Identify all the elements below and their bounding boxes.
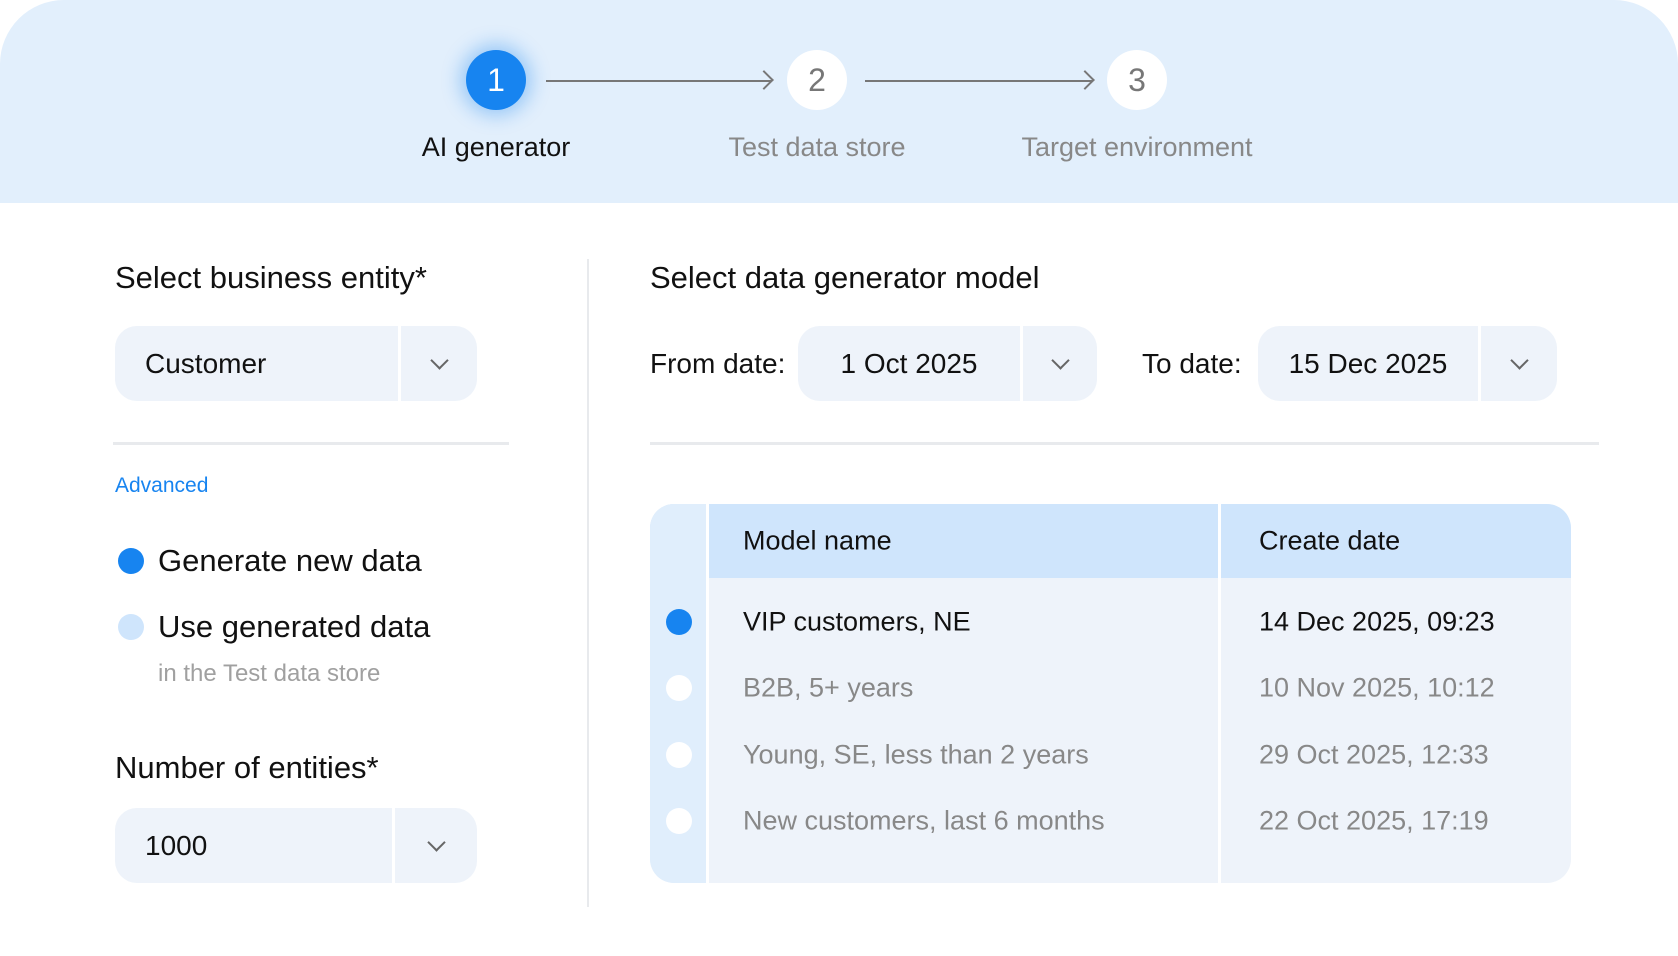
table-row-date: 14 Dec 2025, 09:23 [1259,606,1495,637]
table-header [650,504,1571,578]
divider [113,442,509,445]
table-row-date: 22 Oct 2025, 17:19 [1259,805,1489,836]
divider [650,442,1599,445]
advanced-link[interactable]: Advanced [115,474,209,497]
table-row-name[interactable]: B2B, 5+ years [743,672,914,703]
stepper-header [0,0,1678,203]
step-2-label: Test data store [728,132,906,162]
arrow-right-icon [865,80,1092,82]
row-radio-icon[interactable] [666,675,692,701]
entity-value: Customer [145,347,267,379]
arrow-right-icon [546,80,771,82]
radio-unselected-icon[interactable] [118,614,144,640]
step-3-circle[interactable]: 3 [1107,50,1167,110]
table-row-date: 29 Oct 2025, 12:33 [1259,739,1489,770]
step-2-circle[interactable]: 2 [787,50,847,110]
count-title: Number of entities* [115,750,379,785]
chevron-down-icon[interactable] [395,808,477,883]
column-divider [587,259,589,907]
row-radio-icon[interactable] [666,742,692,768]
from-date-value: 1 Oct 2025 [840,347,978,379]
table-row-name[interactable]: Young, SE, less than 2 years [743,739,1089,770]
table-row-date: 10 Nov 2025, 10:12 [1259,672,1495,703]
chevron-down-icon[interactable] [1481,326,1557,401]
count-dropdown[interactable]: 1000 [115,808,477,883]
chevron-down-icon[interactable] [1023,326,1097,401]
column-header-model-name[interactable]: Model name [743,525,892,556]
chevron-down-icon[interactable] [401,326,477,401]
from-date-dropdown[interactable]: 1 Oct 2025 [798,326,1097,401]
row-radio-selected-icon[interactable] [666,609,692,635]
entity-title: Select business entity* [115,260,427,295]
model-title: Select data generator model [650,260,1040,295]
step-1-circle[interactable]: 1 [466,50,526,110]
count-value: 1000 [145,829,208,861]
to-date-label: To date: [1142,348,1242,379]
option-use-generated[interactable]: Use generated data [158,609,431,644]
table-row-name[interactable]: New customers, last 6 months [743,805,1105,836]
to-date-value: 15 Dec 2025 [1288,347,1448,379]
column-header-create-date[interactable]: Create date [1259,525,1401,556]
model-table: Model name Create date VIP customers, NE… [650,504,1571,883]
radio-selected-icon[interactable] [118,548,144,574]
step-3-label: Target environment [1021,132,1253,162]
option-generate-new[interactable]: Generate new data [158,543,422,578]
step-1-label: AI generator [421,132,571,162]
table-row-name[interactable]: VIP customers, NE [743,606,971,637]
entity-dropdown[interactable]: Customer [115,326,477,401]
from-date-label: From date: [650,348,786,379]
to-date-dropdown[interactable]: 15 Dec 2025 [1258,326,1557,401]
row-radio-icon[interactable] [666,808,692,834]
option-sublabel: in the Test data store [158,660,381,687]
